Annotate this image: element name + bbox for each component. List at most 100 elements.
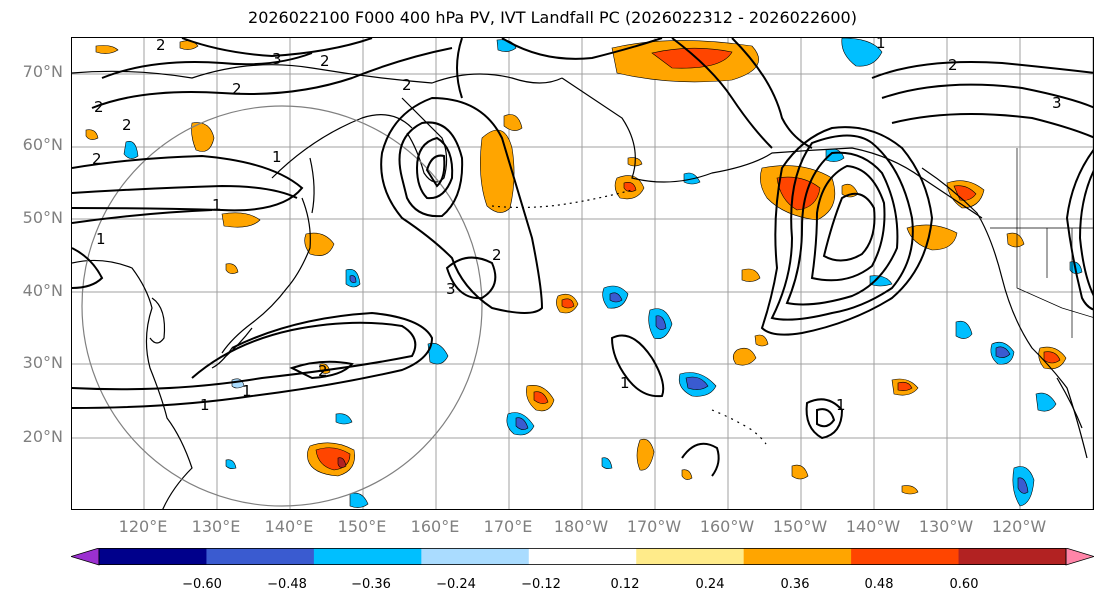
pv-contour (822, 192, 876, 262)
pv-contour (891, 113, 1093, 139)
ivt-blob (533, 391, 549, 404)
pv-contour (785, 151, 899, 306)
ivt-blob (841, 38, 883, 67)
colorbar-segments (71, 548, 1094, 566)
contour-label: 2 (92, 150, 102, 168)
contour-label: 3 (446, 280, 456, 298)
colorbar-tick: 0.60 (949, 577, 979, 592)
ivt-blob (955, 320, 973, 339)
colorbar-segment (851, 548, 960, 565)
pv-contour (72, 311, 434, 409)
colorbar-segment (636, 548, 745, 565)
pv-contour (681, 442, 720, 477)
contour-label: 1 (212, 196, 222, 214)
contour-label: 2 (232, 80, 242, 98)
ivt-blob (191, 122, 215, 152)
contour-label: 1 (96, 230, 106, 248)
hawaii (711, 409, 767, 445)
contour-label: 2 (122, 116, 132, 134)
ivt-blob (754, 334, 769, 347)
contour-label: 1 (876, 38, 886, 52)
colorbar-segment (313, 548, 422, 565)
pv-contour (881, 83, 1093, 109)
ivt-blob (95, 45, 119, 54)
colorbar-tick: −0.24 (436, 577, 476, 592)
ivt-blob (1043, 351, 1061, 364)
pv-contour (810, 164, 886, 282)
pv-contour (72, 154, 304, 212)
pv-contour (72, 209, 213, 224)
korea (149, 297, 166, 344)
ivt-blob (225, 263, 239, 274)
contour-labels: 2 3 2 2 2 2 1 1 1 2 2 1 1 1 2 1 2 3 2 3 … (92, 38, 1062, 414)
colorbar-extend-high (1065, 548, 1094, 566)
pv-contour (805, 398, 844, 440)
pv-contour (72, 247, 104, 289)
lon-label-150e: 150°E (337, 517, 387, 536)
ivt-blob (427, 342, 449, 365)
lon-label-130w: 130°W (918, 517, 974, 536)
pv-contour (610, 334, 665, 398)
pv-contour (456, 38, 463, 99)
map-canvas: 2 3 2 2 2 2 1 1 1 2 2 1 1 1 2 1 2 3 2 3 … (72, 38, 1093, 509)
lat-label-50n: 50°N (22, 208, 63, 227)
pv-contour (289, 360, 354, 380)
baja (1056, 377, 1083, 429)
colorbar-tick: −0.36 (351, 577, 391, 592)
asia-coast (72, 259, 193, 509)
lon-label-150w: 150°W (772, 517, 828, 536)
pv-contour (731, 38, 813, 149)
japan-south (211, 327, 253, 369)
contour-label: 2 (156, 38, 166, 54)
ivt-blob (304, 232, 335, 256)
ivt-blob (995, 346, 1011, 358)
ivt-blob (480, 129, 515, 213)
colorbar-segment (528, 548, 637, 565)
pv-contour (871, 61, 1093, 79)
colorbar-tick: 0.48 (864, 577, 894, 592)
contour-label: 1 (620, 374, 630, 392)
lat-label-60n: 60°N (22, 135, 63, 154)
ivt-blob (349, 275, 357, 283)
coastlines (72, 64, 1088, 509)
ivt-blob (681, 469, 693, 480)
ivt-blob (349, 492, 369, 508)
pv-contours (72, 38, 1093, 477)
colorbar-tick: −0.48 (267, 577, 307, 592)
colorbar-extend-low (71, 548, 100, 566)
lon-label-120e: 120°E (118, 517, 168, 536)
contour-label: 1 (272, 148, 282, 166)
ivt-blob (335, 413, 353, 425)
pv-contour (101, 52, 313, 79)
alaska-coast (561, 77, 983, 219)
contour-label: 2 (94, 98, 104, 116)
graticule (72, 38, 1093, 509)
colorbar-tick: 0.24 (695, 577, 725, 592)
ivt-blob (609, 292, 623, 303)
contour-label: 1 (836, 396, 846, 414)
colorbar-segment (421, 548, 530, 565)
colorbar-tick: 0.12 (610, 577, 640, 592)
lon-label-120w: 120°W (991, 517, 1047, 536)
pv-contour (1078, 169, 1093, 297)
lon-label-140e: 140°E (264, 517, 314, 536)
ivt-blob (221, 212, 261, 228)
pv-contour (181, 38, 373, 58)
ivt-blob (1017, 477, 1029, 494)
lon-label-140w: 140°W (845, 517, 901, 536)
lon-label-170e: 170°E (483, 517, 533, 536)
colorbar-segment (743, 548, 852, 565)
map-panel[interactable]: 2 3 2 2 2 2 1 1 1 2 2 1 1 1 2 1 2 3 2 3 … (71, 37, 1094, 510)
lon-label-170w: 170°W (626, 517, 682, 536)
ivt-blob (651, 47, 733, 69)
pv-contour (91, 47, 453, 109)
ivt-blob (741, 268, 761, 282)
pv-contour (671, 38, 773, 149)
pv-contour (760, 126, 934, 336)
ivt-blob (732, 347, 757, 366)
pv-contour (72, 184, 298, 199)
japan (221, 197, 311, 354)
ivt-blob (1006, 232, 1025, 248)
pv-contour (445, 256, 497, 300)
ivt-blob (869, 275, 893, 287)
